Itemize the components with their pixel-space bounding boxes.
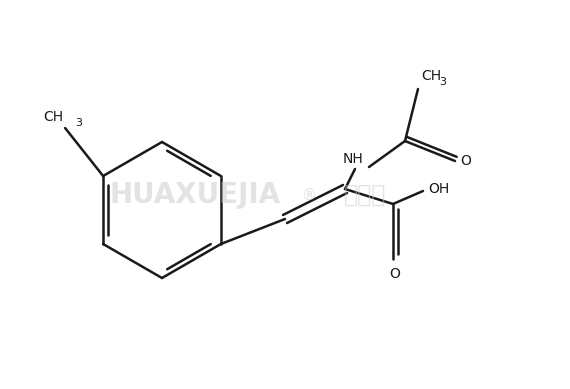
Text: O: O [389,267,401,281]
Text: HUAXUEJIA: HUAXUEJIA [109,181,280,209]
Text: ®: ® [302,187,317,203]
Text: 3: 3 [75,118,82,128]
Text: OH: OH [428,182,449,196]
Text: CH: CH [421,69,441,83]
Text: NH: NH [343,152,364,166]
Text: O: O [460,154,471,168]
Text: 3: 3 [439,77,446,87]
Text: 化学加: 化学加 [344,183,386,207]
Text: CH: CH [43,110,63,124]
